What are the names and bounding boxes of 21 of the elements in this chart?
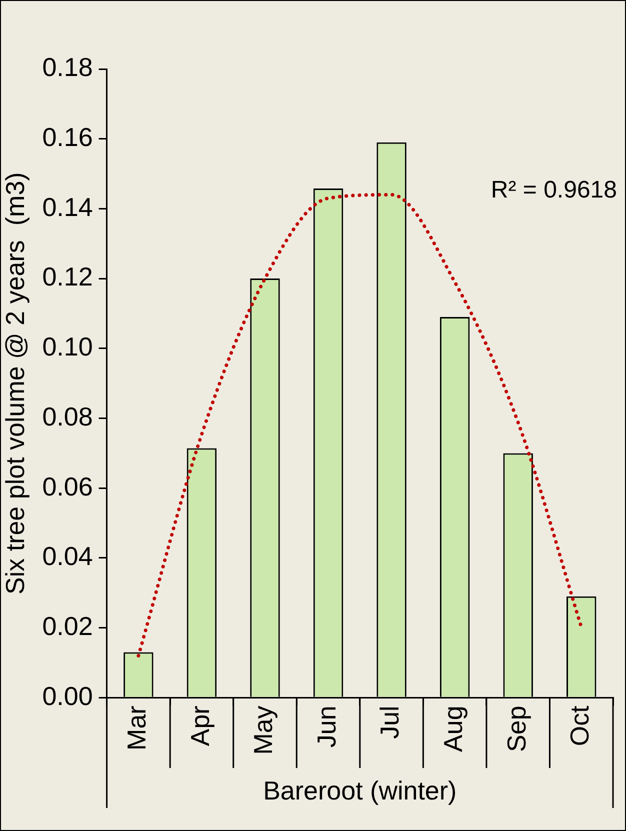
y-tick-label: 0.02	[42, 611, 93, 641]
y-tick-label: 0.08	[42, 401, 93, 432]
y-tick-label: 0.14	[42, 192, 93, 222]
y-tick-label: 0.00	[42, 680, 93, 711]
y-tick-label: 0.10	[42, 332, 93, 362]
x-tick-label: Sep	[501, 706, 532, 752]
x-tick-label: Jul	[374, 706, 405, 739]
y-tick-label: 0.12	[42, 262, 93, 292]
x-tick-label: Aug	[438, 706, 468, 752]
x-tick-label: Apr	[184, 705, 215, 746]
y-tick-label: 0.16	[42, 122, 93, 152]
x-axis-title: Bareroot (winter)	[263, 776, 457, 806]
y-tick-label: 0.06	[42, 471, 93, 502]
annotation: R² = 0.9618	[490, 176, 617, 204]
x-tick-label: Jun	[311, 706, 342, 748]
x-tick-label: May	[248, 706, 278, 755]
x-tick-label: Oct	[564, 704, 595, 746]
y-axis-title: Six tree plot volume @ 2 years (m3)	[0, 172, 30, 594]
x-tick-label: Mar	[122, 705, 152, 750]
y-tick-label: 0.04	[42, 541, 93, 572]
y-tick-label: 0.18	[42, 52, 93, 82]
